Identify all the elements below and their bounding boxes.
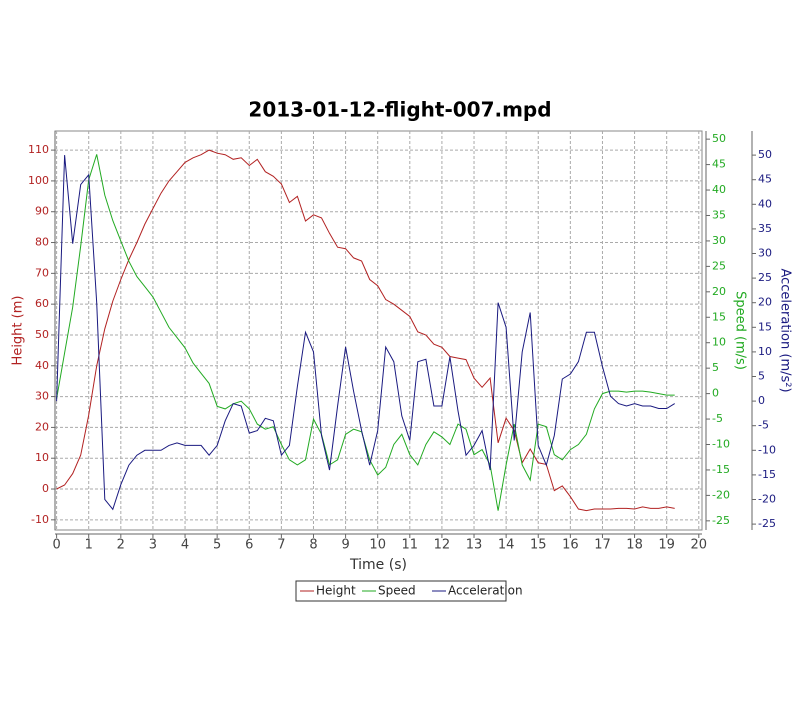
x-tick-label: 6	[245, 538, 253, 553]
y2-tick-label: 45	[712, 158, 726, 171]
x-tick-label: 11	[402, 538, 419, 553]
y3-tick-label: 15	[758, 320, 772, 333]
y-tick-label: -10	[31, 513, 49, 526]
x-tick-label: 13	[466, 538, 483, 553]
y-tick-label: 80	[35, 236, 49, 249]
y2-tick-label: -15	[712, 463, 730, 476]
y2-tick-label: 40	[712, 183, 726, 196]
y3-tick-label: -25	[758, 517, 776, 530]
chart-title: 2013-01-12-flight-007.mpd	[248, 98, 551, 122]
y2-tick-label: 15	[712, 310, 726, 323]
y2-tick-label: 35	[712, 208, 726, 221]
x-tick-label: 9	[341, 538, 349, 553]
y3-tick-label: 20	[758, 296, 772, 309]
y3-tick-label: -10	[758, 443, 776, 456]
y-tick-label: 60	[35, 297, 49, 310]
y2-tick-label: 25	[712, 259, 726, 272]
y3-tick-label: 25	[758, 271, 772, 284]
y-axis-label: Height (m)	[11, 296, 26, 366]
x-tick-label: 20	[691, 538, 708, 553]
legend-label: Speed	[378, 584, 416, 598]
y3-tick-label: 30	[758, 247, 772, 260]
y3-tick-label: -15	[758, 468, 776, 481]
y3-tick-label: 5	[758, 370, 765, 383]
y-tick-label: 100	[28, 174, 49, 187]
y3-tick-label: 45	[758, 173, 772, 186]
y2-tick-label: -20	[712, 488, 730, 501]
y2-tick-label: -25	[712, 514, 730, 527]
y2-tick-label: 50	[712, 132, 726, 145]
y-tick-label: 90	[35, 205, 49, 218]
x-axis-label: Time (s)	[349, 557, 407, 573]
y2-axis-label: Speed (m/s)	[733, 291, 748, 370]
y2-tick-label: -5	[712, 412, 723, 425]
y2-tick-label: 0	[712, 387, 719, 400]
y-tick-label: 0	[42, 482, 49, 495]
x-tick-label: 19	[658, 538, 675, 553]
y-tick-label: 40	[35, 359, 49, 372]
y3-tick-label: 35	[758, 222, 772, 235]
series-line	[56, 155, 675, 511]
y-tick-label: 10	[35, 451, 49, 464]
x-tick-label: 16	[562, 538, 579, 553]
legend-label: Height	[316, 584, 356, 598]
series-line	[56, 149, 675, 512]
y-tick-label: 70	[35, 266, 49, 279]
x-tick-label: 5	[213, 538, 221, 553]
legend-label: Acceleration	[448, 584, 523, 598]
x-tick-label: 8	[309, 538, 317, 553]
x-tick-label: 3	[149, 538, 157, 553]
y3-tick-label: -5	[758, 419, 769, 432]
y-tick-label: 110	[28, 143, 49, 156]
y2-tick-label: -10	[712, 438, 730, 451]
x-tick-label: 17	[594, 538, 611, 553]
y3-tick-label: 40	[758, 197, 772, 210]
x-tick-label: 18	[626, 538, 643, 553]
x-tick-label: 1	[85, 538, 93, 553]
x-tick-label: 14	[498, 538, 515, 553]
y2-tick-label: 20	[712, 285, 726, 298]
y3-tick-label: 0	[758, 394, 765, 407]
y-tick-label: 50	[35, 328, 49, 341]
plot-area	[54, 130, 703, 531]
x-tick-label: 4	[181, 538, 189, 553]
y3-tick-label: 10	[758, 345, 772, 358]
y2-tick-label: 5	[712, 361, 719, 374]
y2-tick-label: 30	[712, 234, 726, 247]
y3-tick-label: 50	[758, 148, 772, 161]
y3-tick-label: -20	[758, 492, 776, 505]
y-tick-label: 20	[35, 420, 49, 433]
x-tick-label: 0	[52, 538, 60, 553]
x-tick-label: 10	[369, 538, 386, 553]
y2-tick-label: 10	[712, 336, 726, 349]
legend-box	[295, 580, 507, 602]
x-tick-label: 7	[277, 538, 285, 553]
x-tick-label: 15	[530, 538, 547, 553]
x-tick-label: 2	[117, 538, 125, 553]
y3-axis-label: Acceleration (m/s²)	[778, 268, 793, 392]
y-tick-label: 30	[35, 390, 49, 403]
x-tick-label: 12	[434, 538, 451, 553]
